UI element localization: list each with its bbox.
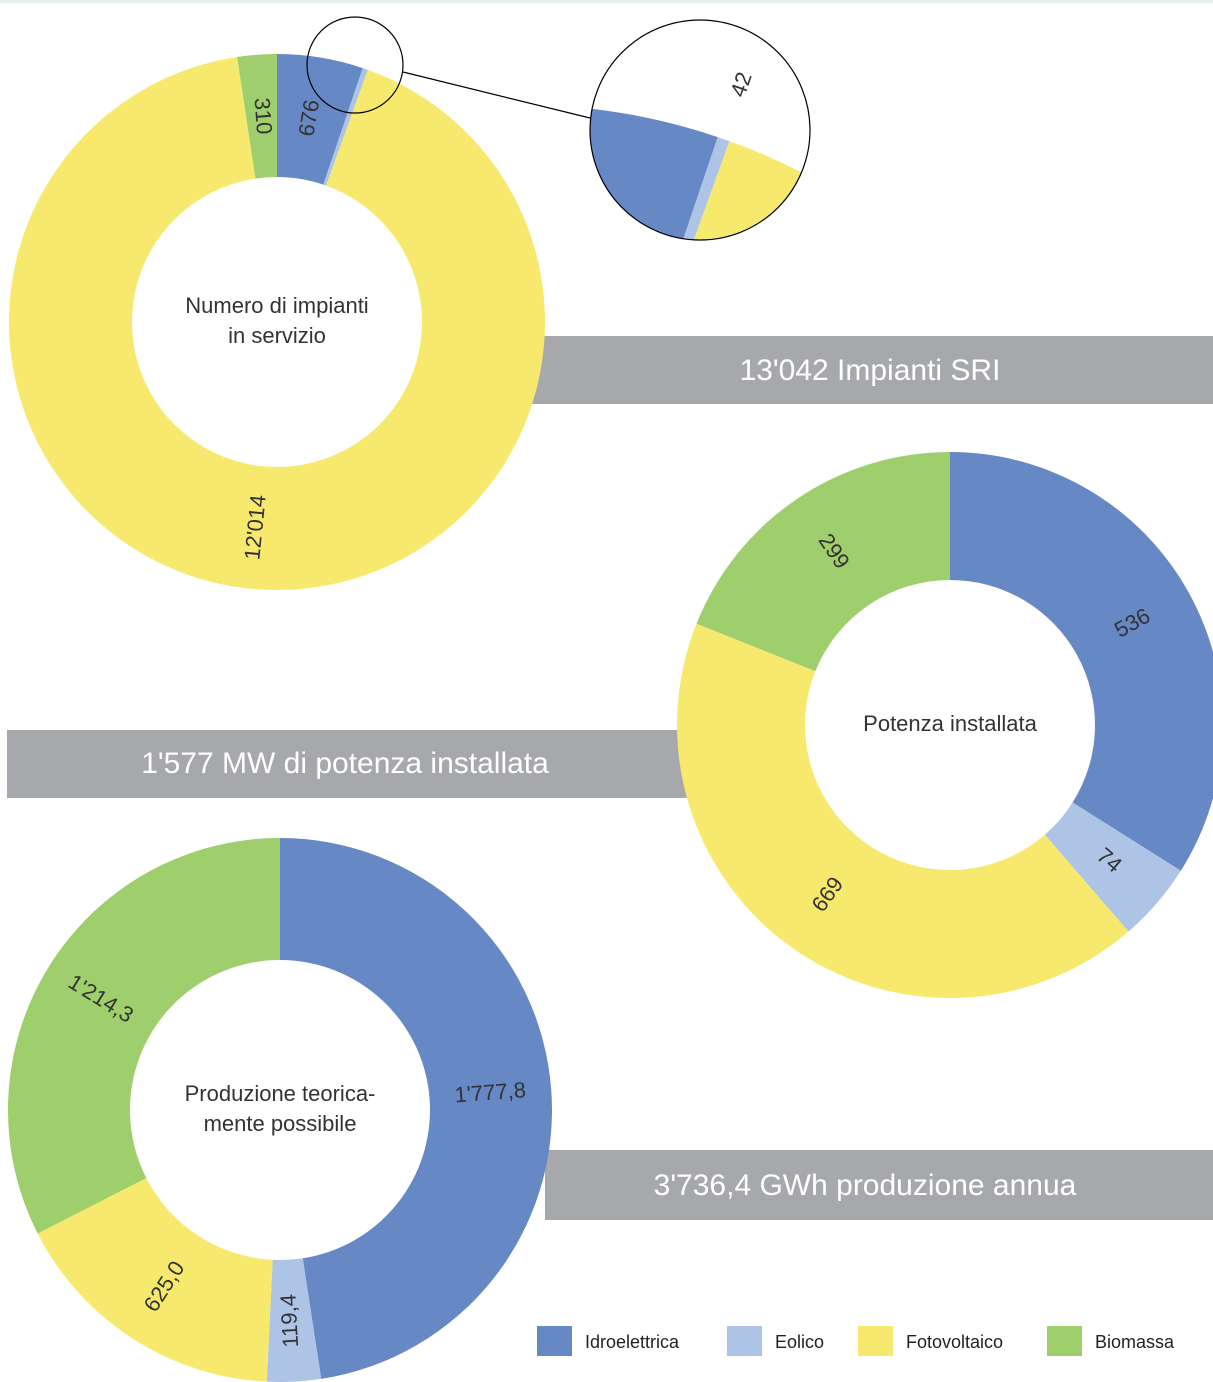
donut-slice — [627, 137, 730, 240]
banner — [530, 336, 1213, 404]
legend-label: Idroelettrica — [585, 1332, 680, 1352]
donut-slice — [590, 104, 718, 240]
zoom-view: 42 — [590, 69, 810, 240]
donut-slice — [696, 452, 950, 672]
zoom-clip: 42 — [590, 69, 810, 240]
zoom-connector — [402, 71, 591, 119]
legend-swatch — [1047, 1326, 1082, 1356]
donut-slice — [37, 1178, 273, 1382]
legend-label: Biomassa — [1095, 1332, 1175, 1352]
donut-slice — [237, 54, 277, 179]
center-label: Produzione teorica- — [185, 1081, 376, 1106]
donut-slice — [323, 68, 368, 186]
center-label: Numero di impianti — [185, 293, 368, 318]
value-label: 119,4 — [275, 1293, 303, 1348]
donut-slice — [280, 838, 553, 1379]
donut-slice — [266, 1258, 322, 1382]
donut-slice — [950, 452, 1213, 871]
banner-text: 1'577 MW di potenza installata — [141, 747, 549, 780]
center-label: Potenza installata — [863, 711, 1037, 736]
value-label: 310 — [249, 97, 277, 135]
legend-label: Fotovoltaico — [906, 1332, 1003, 1352]
donut-slice — [277, 54, 363, 185]
zoom-lens — [589, 19, 811, 241]
donut-slice — [8, 838, 281, 1234]
legend-swatch — [537, 1326, 572, 1356]
legend-label: Eolico — [775, 1332, 824, 1352]
center-label: in servizio — [228, 323, 326, 348]
top-border — [0, 0, 1213, 3]
donut-slice — [676, 623, 1129, 999]
donut-slice — [1044, 802, 1181, 932]
zoom-source — [306, 16, 404, 114]
banner-text: 3'736,4 GWh produzione annua — [654, 1169, 1077, 1202]
banner — [545, 1150, 1213, 1220]
donut-slice — [8, 56, 545, 590]
legend-swatch — [727, 1326, 762, 1356]
banner-text: 13'042 Impianti SRI — [740, 354, 1001, 387]
banner — [7, 730, 690, 798]
legend-swatch — [858, 1326, 893, 1356]
value-label: 676 — [294, 98, 325, 138]
center-label: mente possibile — [204, 1111, 357, 1136]
value-label: 1'777,8 — [454, 1077, 527, 1107]
